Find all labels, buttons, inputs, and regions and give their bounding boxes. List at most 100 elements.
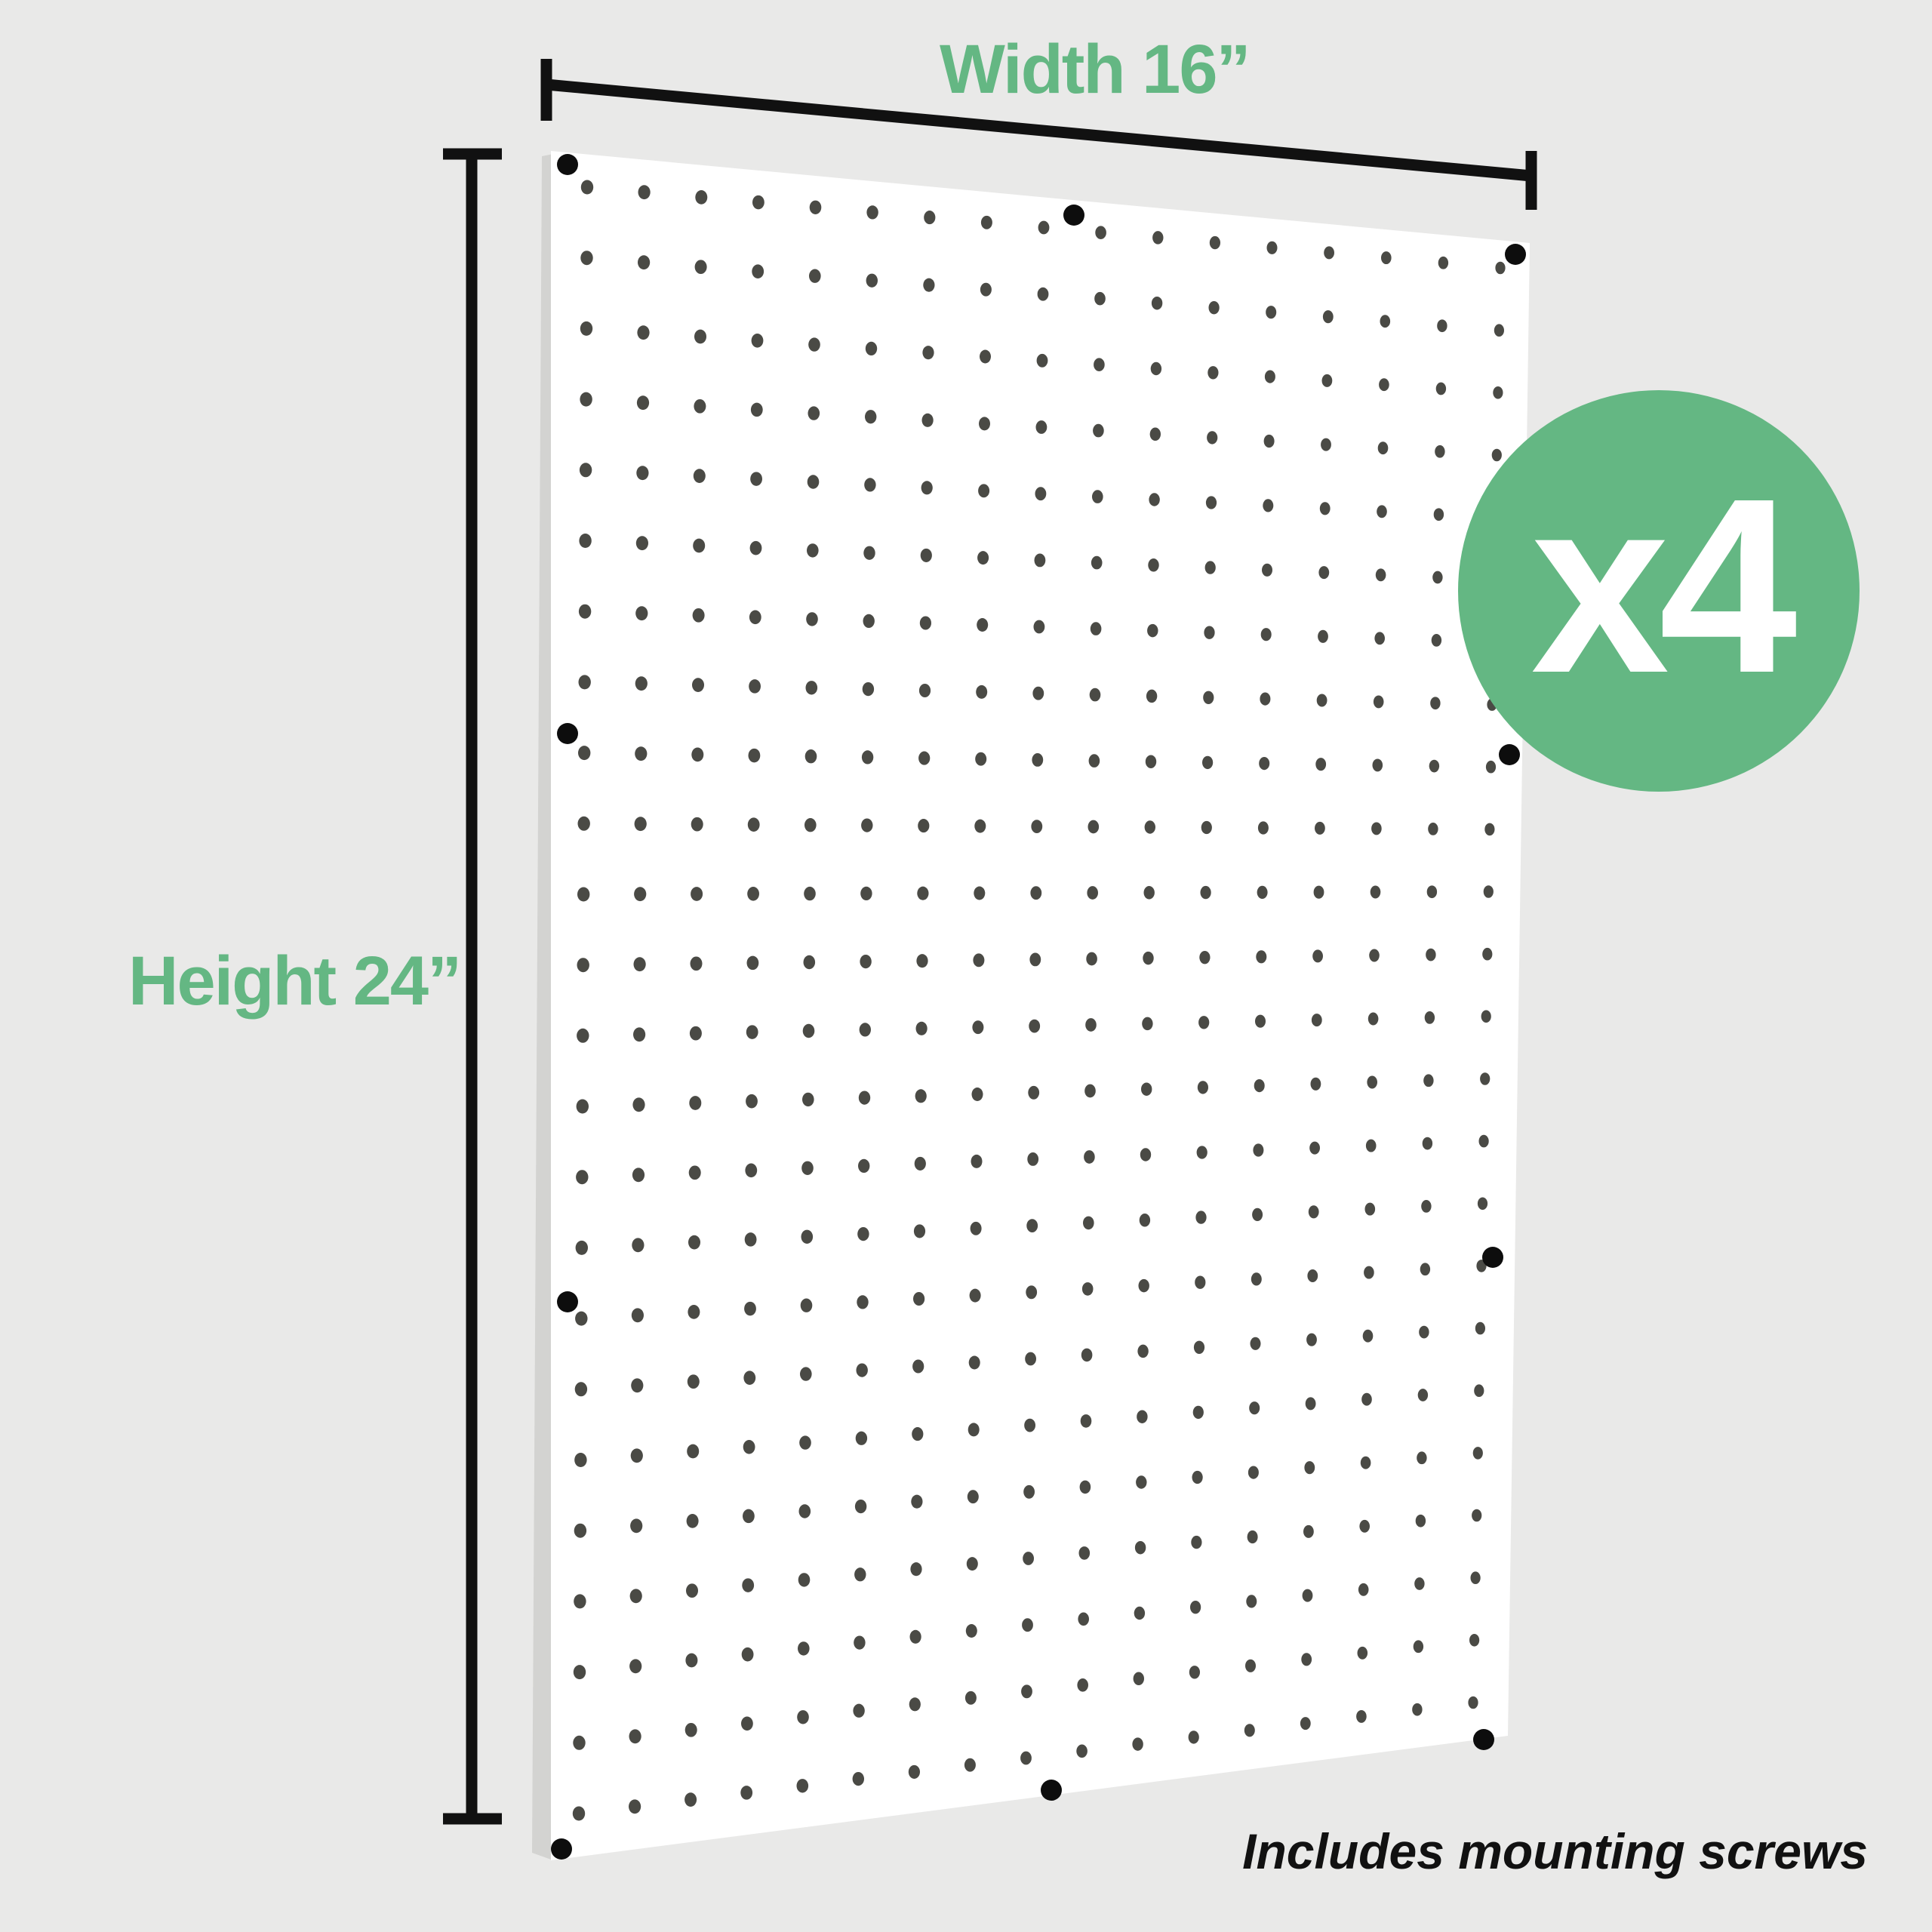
mounting-screws (551, 154, 1526, 1860)
peg-hole (632, 1097, 645, 1112)
peg-hole (802, 1023, 815, 1038)
mounting-screw (557, 1291, 578, 1312)
peg-hole (798, 1504, 811, 1518)
peg-hole (1088, 754, 1100, 768)
peg-hole (752, 195, 764, 210)
peg-hole (1377, 505, 1387, 518)
peg-hole (1037, 287, 1049, 301)
peg-hole (923, 278, 935, 292)
peg-hole (921, 481, 933, 495)
peg-hole (1426, 948, 1436, 961)
peg-hole (1038, 220, 1050, 235)
peg-hole (744, 1232, 757, 1247)
peg-hole (1142, 1017, 1153, 1031)
peg-hole (1318, 629, 1328, 643)
peg-hole (916, 954, 928, 968)
peg-hole (1481, 1010, 1491, 1023)
peg-hole (1203, 691, 1214, 704)
peg-hole (746, 1094, 758, 1109)
mounting-screw (1041, 1780, 1062, 1801)
peg-hole (1207, 431, 1218, 445)
peg-hole (1029, 1019, 1041, 1033)
peg-hole (580, 251, 593, 266)
peg-hole (693, 469, 706, 483)
peg-hole (574, 1523, 587, 1538)
peg-hole (1421, 1200, 1432, 1213)
peg-hole (1094, 291, 1106, 306)
peg-hole (1435, 445, 1445, 458)
peg-hole (1422, 1137, 1433, 1150)
peg-hole (1358, 1583, 1369, 1596)
peg-hole (798, 1641, 810, 1656)
peg-hole (1141, 1082, 1152, 1096)
width-dimension-line (540, 59, 1537, 210)
peg-hole (1034, 553, 1046, 568)
peg-hole (575, 1240, 588, 1255)
peg-hole (1023, 1552, 1034, 1565)
peg-hole (685, 1653, 698, 1668)
peg-hole (579, 534, 592, 548)
peg-hole (1081, 1348, 1093, 1362)
peg-hole (1086, 952, 1097, 966)
peg-hole (1189, 1666, 1200, 1679)
peg-hole (1429, 759, 1440, 773)
peg-hole (1247, 1530, 1258, 1544)
peg-hole (1028, 1085, 1040, 1100)
peg-hole (1417, 1389, 1429, 1401)
peg-hole (694, 329, 706, 344)
peg-hole (1264, 370, 1275, 383)
peg-hole (979, 417, 990, 431)
peg-hole (1423, 1074, 1434, 1088)
peg-hole (1321, 374, 1333, 387)
mounting-screw (1499, 744, 1520, 765)
peg-hole (909, 1629, 921, 1644)
peg-hole (1254, 1079, 1265, 1093)
peg-hole (692, 678, 704, 692)
peg-hole (1252, 1208, 1263, 1221)
peg-hole (1365, 1139, 1377, 1152)
mounting-screw (1063, 205, 1084, 226)
peg-hole (1381, 251, 1392, 265)
peg-hole (1412, 1703, 1423, 1716)
peg-hole (1300, 1717, 1311, 1730)
peg-hole (1428, 823, 1438, 835)
peg-hole (1026, 1285, 1038, 1300)
peg-hole (687, 1444, 700, 1459)
peg-hole (1469, 1634, 1480, 1647)
peg-hole (1475, 1321, 1485, 1335)
peg-hole (632, 1168, 645, 1183)
peg-hole (1022, 1618, 1033, 1632)
peg-hole (865, 410, 877, 424)
peg-hole (1259, 757, 1270, 771)
peg-hole (1199, 951, 1211, 964)
peg-hole (852, 1771, 865, 1786)
peg-hole (1318, 566, 1330, 580)
peg-hole (1091, 555, 1103, 570)
peg-hole (1474, 1384, 1484, 1397)
peg-hole (695, 190, 708, 205)
peg-hole (909, 1697, 921, 1712)
peg-hole (1192, 1405, 1204, 1420)
peg-hole (864, 478, 876, 492)
peg-hole (1076, 1744, 1088, 1758)
mounting-screws-note: Includes mounting screws (1242, 1823, 1868, 1879)
peg-hole (1305, 1397, 1316, 1411)
peg-hole (1193, 1340, 1205, 1354)
peg-hole (1477, 1197, 1488, 1211)
peg-hole (976, 685, 988, 699)
peg-hole (1247, 1466, 1259, 1479)
peg-hole (577, 816, 590, 831)
peg-hole (1195, 1211, 1207, 1224)
peg-hole (1027, 1152, 1039, 1166)
peg-hole (968, 1423, 980, 1437)
peg-hole (1360, 1456, 1371, 1469)
peg-hole (634, 887, 647, 902)
peg-hole (863, 546, 875, 560)
quantity-badge-text: x4 (1531, 446, 1797, 724)
peg-hole (973, 953, 985, 968)
peg-hole (741, 1716, 753, 1731)
peg-hole (1260, 628, 1272, 641)
peg-hole (638, 255, 651, 270)
peg-hole (1493, 386, 1503, 399)
peg-hole (971, 1154, 983, 1168)
